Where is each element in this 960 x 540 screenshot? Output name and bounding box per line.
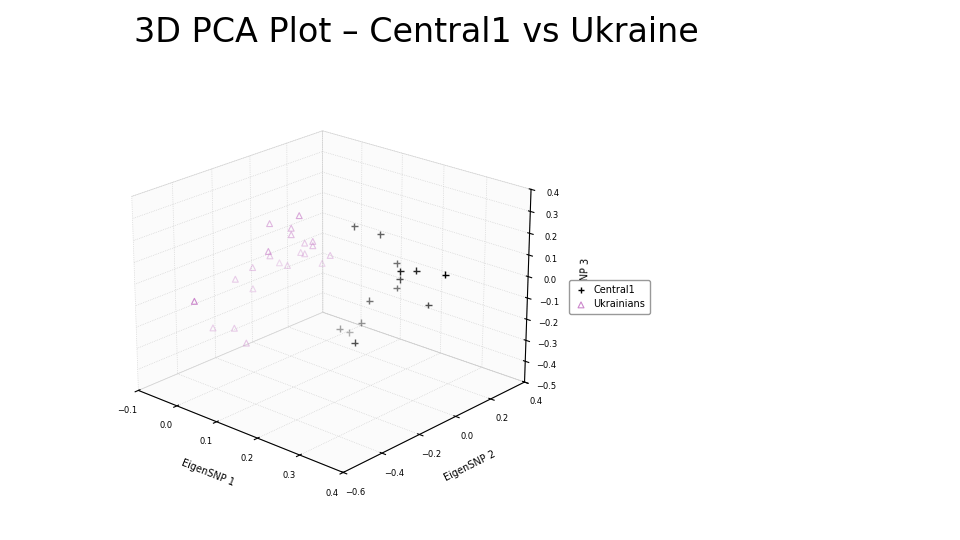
X-axis label: EigenSNP 1: EigenSNP 1	[180, 457, 235, 488]
Text: 3D PCA Plot – Central1 vs Ukraine: 3D PCA Plot – Central1 vs Ukraine	[134, 16, 699, 49]
Legend: Central1, Ukrainians: Central1, Ukrainians	[569, 280, 650, 314]
Y-axis label: EigenSNP 2: EigenSNP 2	[443, 449, 497, 483]
